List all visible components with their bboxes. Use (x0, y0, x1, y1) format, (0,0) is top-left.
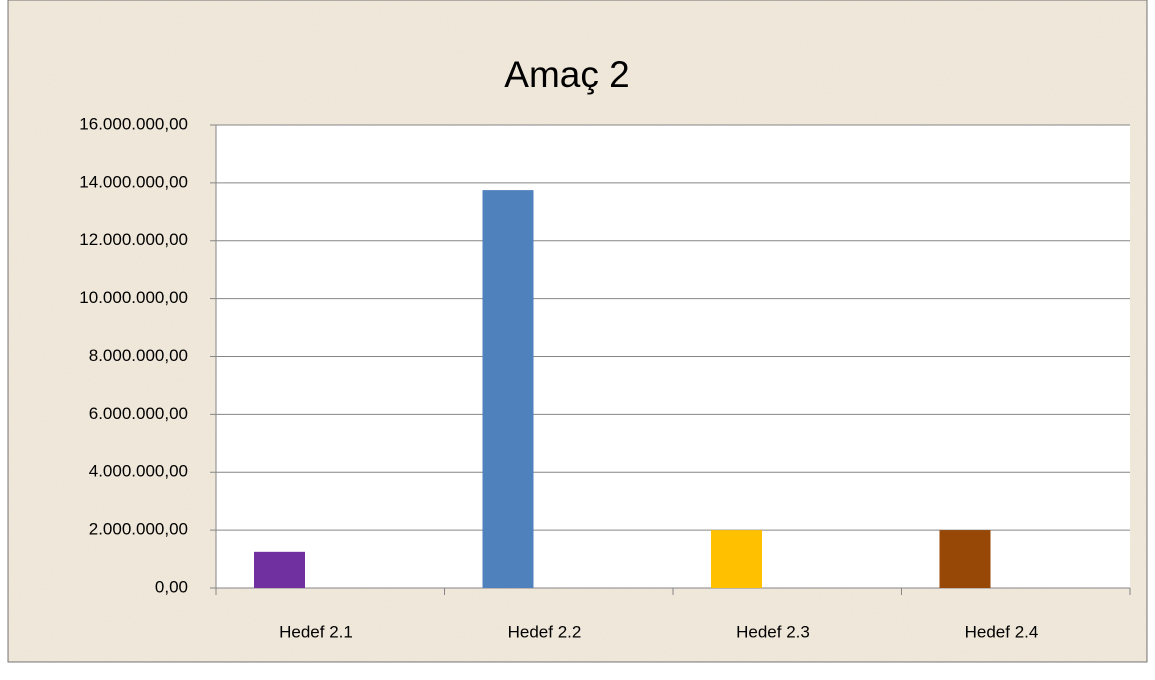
x-tick-label: Hedef 2.4 (965, 622, 1039, 641)
x-tick-label: Hedef 2.3 (736, 622, 810, 641)
x-tick-label: Hedef 2.2 (508, 622, 582, 641)
y-tick-label: 2.000.000,00 (89, 520, 188, 539)
bar (482, 190, 534, 588)
y-tick-label: 16.000.000,00 (79, 114, 188, 133)
y-tick-label: 10.000.000,00 (79, 288, 188, 307)
y-tick-label: 6.000.000,00 (89, 404, 188, 423)
bar (711, 530, 762, 588)
bar (254, 551, 305, 588)
chart-title: Amaç 2 (504, 54, 629, 95)
y-tick-label: 12.000.000,00 (79, 230, 188, 249)
y-tick-label: 14.000.000,00 (79, 172, 188, 191)
y-tick-label: 0,00 (155, 577, 188, 596)
x-tick-label: Hedef 2.1 (279, 622, 353, 641)
bar (939, 530, 991, 588)
y-tick-label: 8.000.000,00 (89, 346, 188, 365)
y-tick-label: 4.000.000,00 (89, 462, 188, 481)
